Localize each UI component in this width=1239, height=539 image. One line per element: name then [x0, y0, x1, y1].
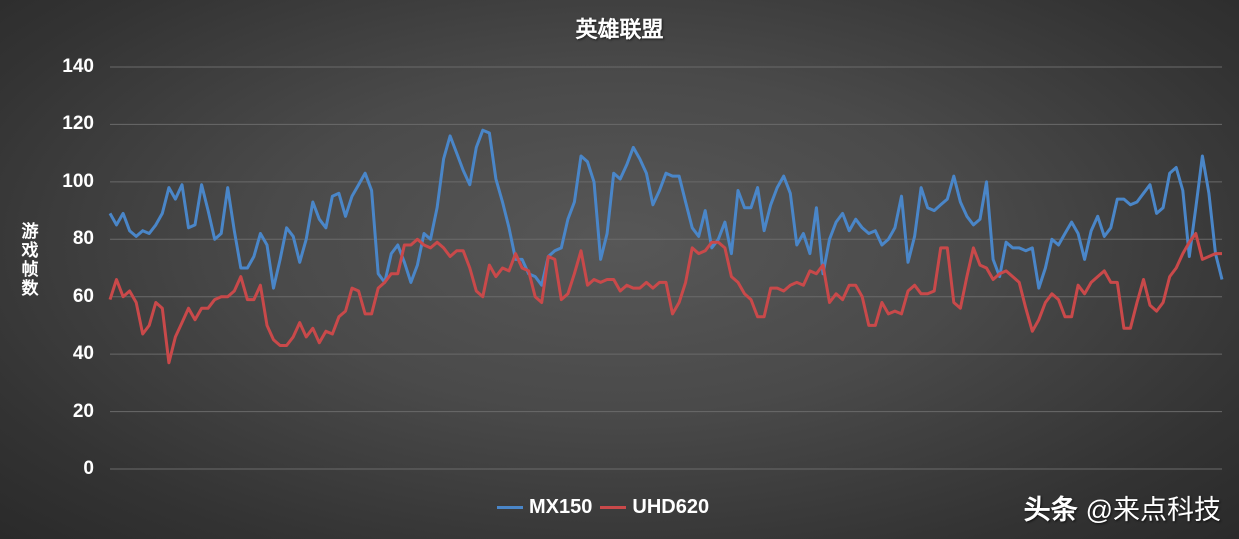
- legend-item-uhd620[interactable]: UHD620: [600, 496, 709, 519]
- legend-swatch-uhd620: [600, 506, 627, 509]
- legend: MX150 UHD620: [497, 496, 717, 519]
- chart-title: 英雄联盟: [575, 17, 664, 42]
- y-tick-label: 40: [72, 343, 94, 365]
- watermark-handle: @来点科技: [1085, 495, 1221, 525]
- y-tick-label: 0: [83, 458, 94, 479]
- y-tick-label: 20: [72, 400, 94, 422]
- legend-item-mx150[interactable]: MX150: [497, 496, 592, 519]
- series-line-mx150: [108, 128, 1224, 290]
- y-tick-label: 140: [62, 56, 94, 77]
- legend-swatch-mx150: [497, 506, 523, 509]
- watermark-brand: 头条: [1023, 495, 1078, 525]
- legend-label-uhd620: UHD620: [632, 496, 710, 518]
- y-axis-title: 游戏帧数: [21, 222, 39, 298]
- y-tick-label: 80: [72, 228, 94, 250]
- watermark: 头条 @来点科技: [1024, 488, 1221, 527]
- gridlines: [110, 66, 1222, 470]
- series-line-uhd620: [108, 232, 1222, 365]
- y-tick-label: 100: [62, 170, 94, 192]
- legend-label-mx150: MX150: [529, 496, 593, 518]
- y-tick-label: 120: [62, 113, 94, 135]
- series-lines: [108, 128, 1224, 365]
- y-tick-label: 60: [72, 285, 94, 307]
